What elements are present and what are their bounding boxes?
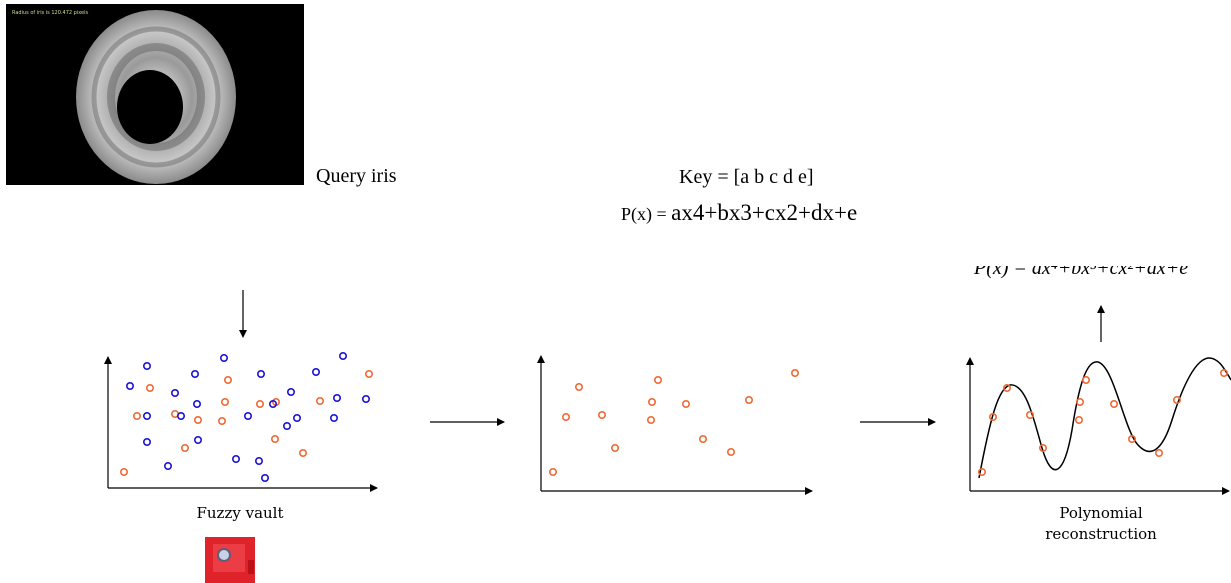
chaff-point bbox=[244, 411, 253, 420]
curve-points bbox=[977, 368, 1229, 476]
chaff-point bbox=[191, 369, 200, 378]
filtered-point bbox=[744, 395, 753, 404]
filtered-point bbox=[681, 399, 690, 408]
vault-genuine-points bbox=[120, 369, 373, 476]
filtered-point bbox=[698, 434, 707, 443]
chaff-point bbox=[255, 456, 264, 465]
polynomial-prefix: P(x) = bbox=[621, 204, 672, 224]
chaff-point bbox=[256, 369, 265, 378]
chaff-point bbox=[126, 381, 135, 390]
filtered-point bbox=[646, 415, 655, 424]
chaff-point bbox=[361, 394, 370, 403]
filtered-point bbox=[548, 467, 557, 476]
genuine-point bbox=[255, 399, 264, 408]
filtered-point bbox=[574, 382, 583, 391]
filtered-point bbox=[653, 375, 662, 384]
reconstruction-label-line2: reconstruction bbox=[1045, 525, 1157, 543]
curve-point bbox=[1110, 399, 1119, 408]
key-line: Key = [a b c d e] bbox=[679, 166, 814, 188]
chaff-point bbox=[164, 461, 173, 470]
chaff-point bbox=[194, 435, 203, 444]
vault-axes bbox=[104, 356, 378, 492]
genuine-point bbox=[364, 369, 373, 378]
curve-point bbox=[1076, 397, 1085, 406]
curve-point bbox=[977, 467, 986, 476]
genuine-point bbox=[218, 416, 227, 425]
chaff-point bbox=[292, 413, 301, 422]
iris-drawing bbox=[76, 10, 236, 184]
filtered-points bbox=[548, 368, 799, 476]
query-iris-label: Query iris bbox=[316, 165, 397, 187]
filter-axes bbox=[537, 355, 813, 495]
genuine-point bbox=[298, 448, 307, 457]
fuzzy-vault-label: Fuzzy vault bbox=[196, 504, 284, 522]
iris-pupil bbox=[117, 70, 183, 144]
chaff-point bbox=[177, 411, 186, 420]
genuine-point bbox=[221, 397, 230, 406]
reconstructed-formula-clip: P(x) = ax⁴+bx³+cx²+dx+e bbox=[952, 266, 1231, 280]
curve-point bbox=[1220, 368, 1229, 377]
genuine-point bbox=[146, 383, 155, 392]
chaff-point bbox=[338, 351, 347, 360]
genuine-point bbox=[194, 415, 203, 424]
vault-chaff-points bbox=[126, 351, 370, 482]
polynomial-reconstruction-label: Polynomial reconstruction bbox=[1011, 503, 1191, 545]
genuine-point bbox=[270, 434, 279, 443]
chaff-point bbox=[171, 388, 180, 397]
polynomial-line: P(x) = ax4+bx3+cx2+dx+e bbox=[621, 200, 857, 226]
chaff-point bbox=[143, 411, 152, 420]
polynomial-expression: ax4+bx3+cx2+dx+e bbox=[671, 200, 858, 225]
chaff-point bbox=[193, 399, 202, 408]
reconstruction-axes bbox=[966, 357, 1230, 495]
filtered-point bbox=[561, 412, 570, 421]
genuine-point bbox=[315, 396, 324, 405]
genuine-point bbox=[133, 411, 142, 420]
polynomial-curve bbox=[978, 357, 1231, 479]
chaff-point bbox=[260, 473, 269, 482]
curve-point bbox=[1173, 395, 1182, 404]
chaff-point bbox=[232, 454, 241, 463]
genuine-point bbox=[181, 443, 190, 452]
iris-radius-text: Radius of iris is 120.472 pixels bbox=[12, 10, 89, 16]
filtered-point bbox=[790, 368, 799, 377]
curve-point bbox=[1082, 375, 1091, 384]
curve-point bbox=[988, 412, 997, 421]
chaff-point bbox=[311, 367, 320, 376]
reconstruction-label-line1: Polynomial bbox=[1059, 504, 1143, 522]
curve-point bbox=[1039, 443, 1048, 452]
iris-image: Radius of iris is 120.472 pixels bbox=[6, 4, 304, 185]
chaff-point bbox=[143, 437, 152, 446]
curve-point bbox=[1075, 415, 1084, 424]
vault-safe-icon bbox=[205, 537, 255, 583]
curve-point bbox=[1155, 448, 1164, 457]
genuine-point bbox=[224, 375, 233, 384]
filtered-point bbox=[610, 443, 619, 452]
chaff-point bbox=[143, 361, 152, 370]
chaff-point bbox=[286, 387, 295, 396]
filtered-point bbox=[726, 447, 735, 456]
curve-point bbox=[1026, 410, 1035, 419]
curve-point bbox=[1128, 434, 1137, 443]
chaff-point bbox=[220, 353, 229, 362]
curve-point bbox=[1002, 383, 1011, 392]
chaff-point bbox=[282, 421, 291, 430]
filtered-point bbox=[597, 410, 606, 419]
reconstructed-formula: P(x) = ax⁴+bx³+cx²+dx+e bbox=[974, 266, 1189, 279]
genuine-point bbox=[120, 467, 129, 476]
chaff-point bbox=[332, 393, 341, 402]
chaff-point bbox=[329, 413, 338, 422]
chaff-point bbox=[268, 399, 277, 408]
filtered-point bbox=[647, 397, 656, 406]
